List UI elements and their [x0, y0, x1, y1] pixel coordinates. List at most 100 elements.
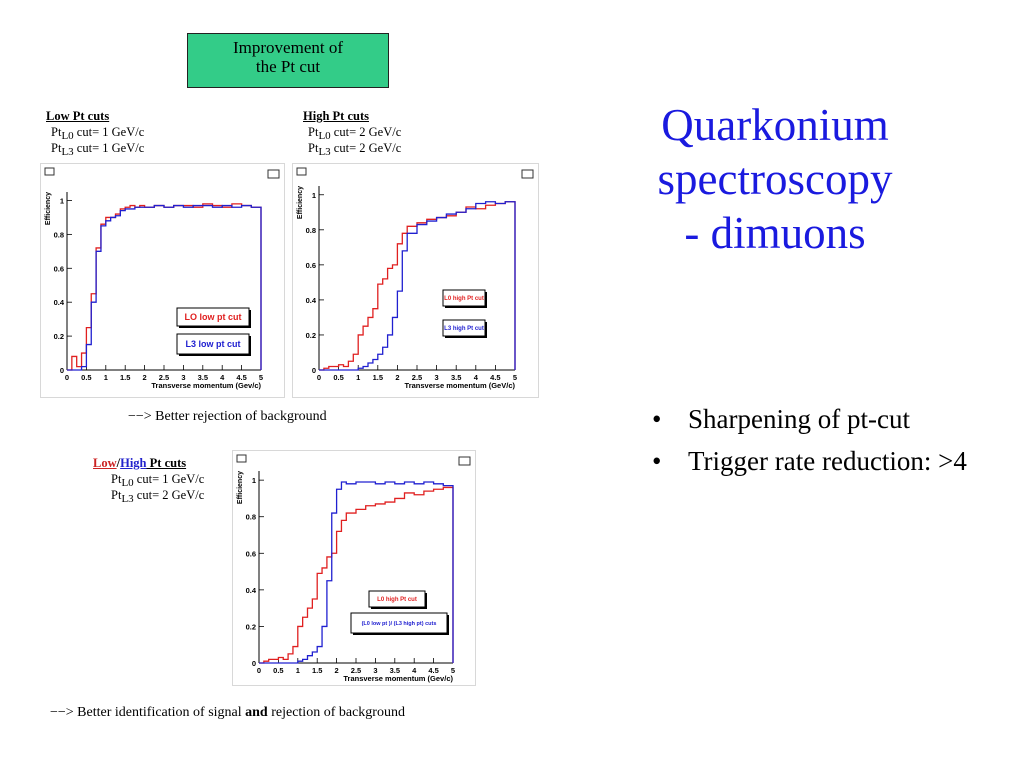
x-tick-label: 4.5	[428, 666, 438, 675]
x-tick-label: 0.5	[273, 666, 283, 675]
chart-low-pt: 0 0.5 1 1.5 2 2.5 3 3.5 4 4.5 5 0 0.2 0.4 0.6 0.8 1 Trans…	[41, 164, 284, 397]
y-tick-label: 0.2	[306, 331, 316, 340]
slide-title-line1: Quarkonium	[661, 100, 889, 150]
y-axis-label: Efficiency	[237, 471, 244, 504]
mixed-l0-cut-line: PtL0 cut= 1 GeV/c	[93, 471, 205, 489]
y-tick-label: 1	[252, 476, 256, 485]
y-axis-label: Efficiency	[297, 186, 304, 219]
canvas-menu-icon	[296, 167, 307, 176]
y-tick-label: 0.2	[54, 332, 64, 341]
l0-cut-value: cut= 1 GeV/c	[133, 472, 205, 486]
x-tick-label: 2	[395, 373, 399, 382]
x-tick-label: 5	[513, 373, 517, 382]
x-tick-label: 3	[435, 373, 439, 382]
x-tick-label: 0	[257, 666, 261, 675]
y-tick-label: 0.4	[306, 296, 317, 305]
x-tick-label: 1	[104, 373, 108, 382]
pt-symbol: Pt	[308, 125, 319, 139]
series-line-1	[319, 201, 516, 371]
pt-symbol: Pt	[111, 488, 122, 502]
canvas-options-icon	[458, 456, 471, 466]
l0-subscript: L0	[61, 130, 74, 142]
slide-title: Quarkonium spectroscopy - dimuons	[610, 98, 940, 260]
x-tick-label: 3	[181, 373, 185, 382]
y-tick-label: 0.4	[246, 586, 257, 595]
pt-symbol: Pt	[111, 472, 122, 486]
x-tick-label: 4	[220, 373, 225, 382]
y-tick-label: 0.8	[54, 230, 64, 239]
x-tick-label: 1.5	[120, 373, 130, 382]
high-pt-cuts-heading: High Pt cuts	[303, 109, 369, 123]
y-tick-label: 0	[252, 659, 256, 668]
x-tick-label: 4.5	[490, 373, 500, 382]
y-tick-label: 0.2	[246, 622, 256, 631]
series-line-2	[259, 481, 454, 664]
low-l3-cut-line: PtL3 cut= 1 GeV/c	[46, 140, 144, 158]
legend-box	[368, 590, 426, 608]
caption-bottom: −−> Better identification of signal and …	[50, 705, 405, 721]
mixed-heading-rest: Pt cuts	[146, 456, 187, 470]
bullet-item: • Trigger rate reduction: >4	[650, 445, 980, 478]
l0-subscript: L0	[318, 130, 331, 142]
y-tick-label: 0.4	[54, 298, 65, 307]
y-tick-label: 0	[312, 366, 316, 375]
x-tick-label: 1	[296, 666, 300, 675]
series-line-2	[67, 204, 262, 371]
caption-bottom-bold: and	[245, 705, 268, 720]
l3-subscript: L3	[318, 146, 331, 158]
l0-subscript: L0	[121, 477, 134, 489]
y-tick-label: 1	[312, 191, 316, 200]
low-pt-cuts-heading: Low Pt cuts	[46, 109, 110, 123]
l3-subscript: L3	[121, 493, 134, 505]
l0-cut-value: cut= 2 GeV/c	[330, 125, 402, 139]
slide-title-line3: - dimuons	[684, 208, 866, 258]
x-tick-label: 0.5	[333, 373, 343, 382]
x-tick-label: 2	[335, 666, 339, 675]
legend-box	[176, 307, 250, 327]
x-tick-label: 5	[451, 666, 455, 675]
caption-bottom-pre: −−> Better identification of signal	[50, 705, 246, 720]
canvas-menu-icon	[236, 454, 247, 463]
x-tick-label: 0.5	[81, 373, 91, 382]
legend-box	[442, 289, 486, 307]
slide-title-line2: spectroscopy	[657, 154, 893, 204]
y-tick-label: 0	[60, 366, 64, 375]
legend-box	[442, 319, 486, 337]
caption-bottom-post: rejection of background	[267, 705, 405, 720]
pt-symbol: Pt	[51, 125, 62, 139]
l3-subscript: L3	[61, 146, 74, 158]
high-pt-cuts-block: High Pt cuts PtL0 cut= 2 GeV/c PtL3 cut=…	[303, 108, 402, 158]
improvement-box-line2: the Pt cut	[255, 57, 321, 76]
legend-label: (L0 low pt )/ (L3 high pt) cuts	[362, 621, 437, 627]
pt-symbol: Pt	[308, 141, 319, 155]
l0-cut-value: cut= 1 GeV/c	[73, 125, 145, 139]
x-tick-label: 4	[412, 666, 417, 675]
bullet-text: Sharpening of pt-cut	[688, 404, 910, 434]
x-tick-label: 2.5	[159, 373, 169, 382]
x-axis-label: Transverse momentum (Gev/c)	[343, 674, 453, 683]
mixed-heading-high: High	[120, 456, 147, 470]
x-tick-label: 0	[65, 373, 69, 382]
x-tick-label: 0	[317, 373, 321, 382]
legend-box	[176, 333, 250, 355]
x-tick-label: 1.5	[312, 666, 322, 675]
y-tick-label: 0.8	[246, 513, 256, 522]
plot-background	[293, 164, 538, 397]
l3-cut-value: cut= 2 GeV/c	[330, 141, 402, 155]
legend-label: L0 high Pt cut	[377, 597, 417, 603]
legend-label: L3 high Pt cut	[444, 326, 484, 332]
y-axis-label: Efficiency	[45, 192, 52, 225]
x-tick-label: 3.5	[390, 666, 400, 675]
y-tick-label: 0.8	[306, 226, 316, 235]
plot-background	[41, 164, 284, 397]
plot-frame-high: 0 0.5 1 1.5 2 2.5 3 3.5 4 4.5 5 0 0.2 0.4 0.6 0.8 1 Trans…	[292, 163, 539, 398]
y-tick-label: 0.6	[246, 549, 256, 558]
x-tick-label: 2	[143, 373, 147, 382]
mixed-l3-cut-line: PtL3 cut= 2 GeV/c	[93, 487, 204, 505]
x-tick-label: 3.5	[451, 373, 461, 382]
legend-box	[350, 612, 448, 634]
x-tick-label: 2.5	[351, 666, 361, 675]
legend-label: LO low pt cut	[185, 312, 242, 322]
bullet-list: • Sharpening of pt-cut • Trigger rate re…	[650, 403, 980, 487]
x-axis-label: Transverse momentum (GeV/c)	[405, 381, 516, 390]
